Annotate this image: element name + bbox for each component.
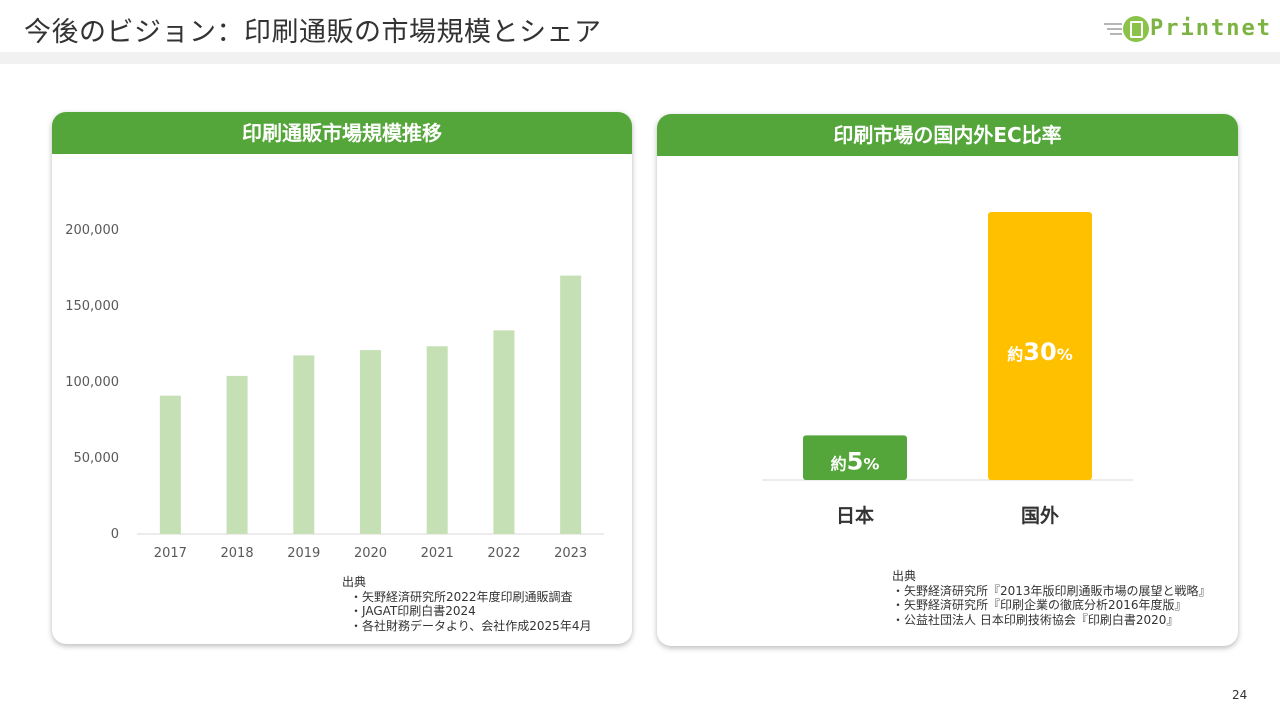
y-tick-label: 50,000 — [74, 451, 120, 466]
source-item: ・公益社団法人 日本印刷技術協会『印刷白書2020』 — [892, 612, 1179, 627]
y-tick-label: 150,000 — [65, 299, 119, 314]
source-item: ・JAGAT印刷白書2024 — [350, 604, 476, 618]
x-tick-label: 2023 — [554, 546, 587, 561]
header-band — [0, 52, 1280, 64]
data-label: 約5% — [831, 447, 880, 475]
ec-ratio-chart: 約5% 日本 約30% 国外 — [762, 212, 1133, 527]
category-label: 国外 — [1021, 504, 1059, 527]
y-tick-label: 100,000 — [65, 375, 119, 390]
bar-2020 — [360, 350, 381, 534]
x-tick-label: 2017 — [154, 546, 187, 561]
bar-2017 — [159, 395, 181, 534]
bar-overseas — [988, 212, 1092, 480]
bar-2022 — [493, 330, 515, 534]
page-title: 今後のビジョン：印刷通販の市場規模とシェア — [24, 17, 602, 48]
bar-2021 — [426, 346, 448, 534]
x-tick-label: 2022 — [487, 546, 520, 561]
source-item: ・各社財務データより、会社作成2025年4月 — [350, 618, 592, 633]
left-source-block: 出典 ・矢野経済研究所2022年度印刷通販調査 ・JAGAT印刷白書2024 ・… — [342, 575, 591, 633]
source-label: 出典 — [892, 569, 917, 583]
logo-text: Printnet — [1150, 16, 1272, 41]
page-number: 24 — [1232, 688, 1248, 702]
x-tick-label: 2021 — [421, 546, 454, 561]
y-tick-label: 200,000 — [65, 223, 119, 238]
market-size-chart: 0 50,000 100,000 150,000 200,000 2017 2018 2019… — [65, 223, 604, 561]
y-tick-label: 0 — [111, 527, 119, 542]
ec-ratio-panel: 印刷市場の国内外EC比率 約5% 日本 約30% 国外 出典 ・矢野経済研究所『201… — [657, 114, 1238, 646]
data-label: 約30% — [1007, 338, 1072, 366]
printnet-logo: Printnet — [1104, 10, 1270, 48]
source-label: 出典 — [342, 575, 367, 589]
right-source-block: 出典 ・矢野経済研究所『2013年版印刷通販市場の展望と戦略』 ・矢野経済研究所… — [892, 569, 1211, 627]
market-size-panel-title: 印刷通販市場規模推移 — [52, 112, 632, 154]
logo-mark-icon — [1104, 16, 1149, 42]
category-label: 日本 — [836, 504, 874, 527]
source-item: ・矢野経済研究所『印刷企業の徹底分析2016年度版』 — [892, 598, 1187, 612]
bar-japan — [803, 435, 907, 480]
x-tick-label: 2020 — [354, 546, 387, 561]
ec-ratio-panel-title: 印刷市場の国内外EC比率 — [657, 114, 1238, 156]
source-item: ・矢野経済研究所『2013年版印刷通販市場の展望と戦略』 — [892, 583, 1211, 598]
bar-2023 — [560, 275, 582, 534]
x-tick-label: 2019 — [287, 546, 320, 561]
bar-2018 — [226, 375, 248, 534]
bar-2019 — [293, 355, 315, 534]
x-tick-label: 2018 — [221, 546, 254, 561]
source-item: ・矢野経済研究所2022年度印刷通販調査 — [350, 589, 573, 604]
market-size-panel: 印刷通販市場規模推移 0 50,000 100,000 150,000 200,000 2… — [52, 112, 632, 644]
